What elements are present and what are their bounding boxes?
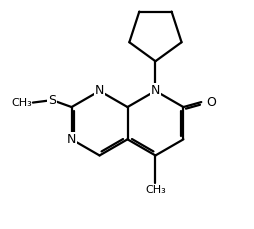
Text: S: S	[48, 94, 56, 107]
Text: N: N	[150, 85, 160, 97]
Text: CH₃: CH₃	[11, 98, 31, 108]
Text: O: O	[206, 95, 216, 109]
Text: N: N	[94, 85, 104, 97]
Text: CH₃: CH₃	[145, 185, 165, 195]
Text: N: N	[67, 133, 76, 146]
